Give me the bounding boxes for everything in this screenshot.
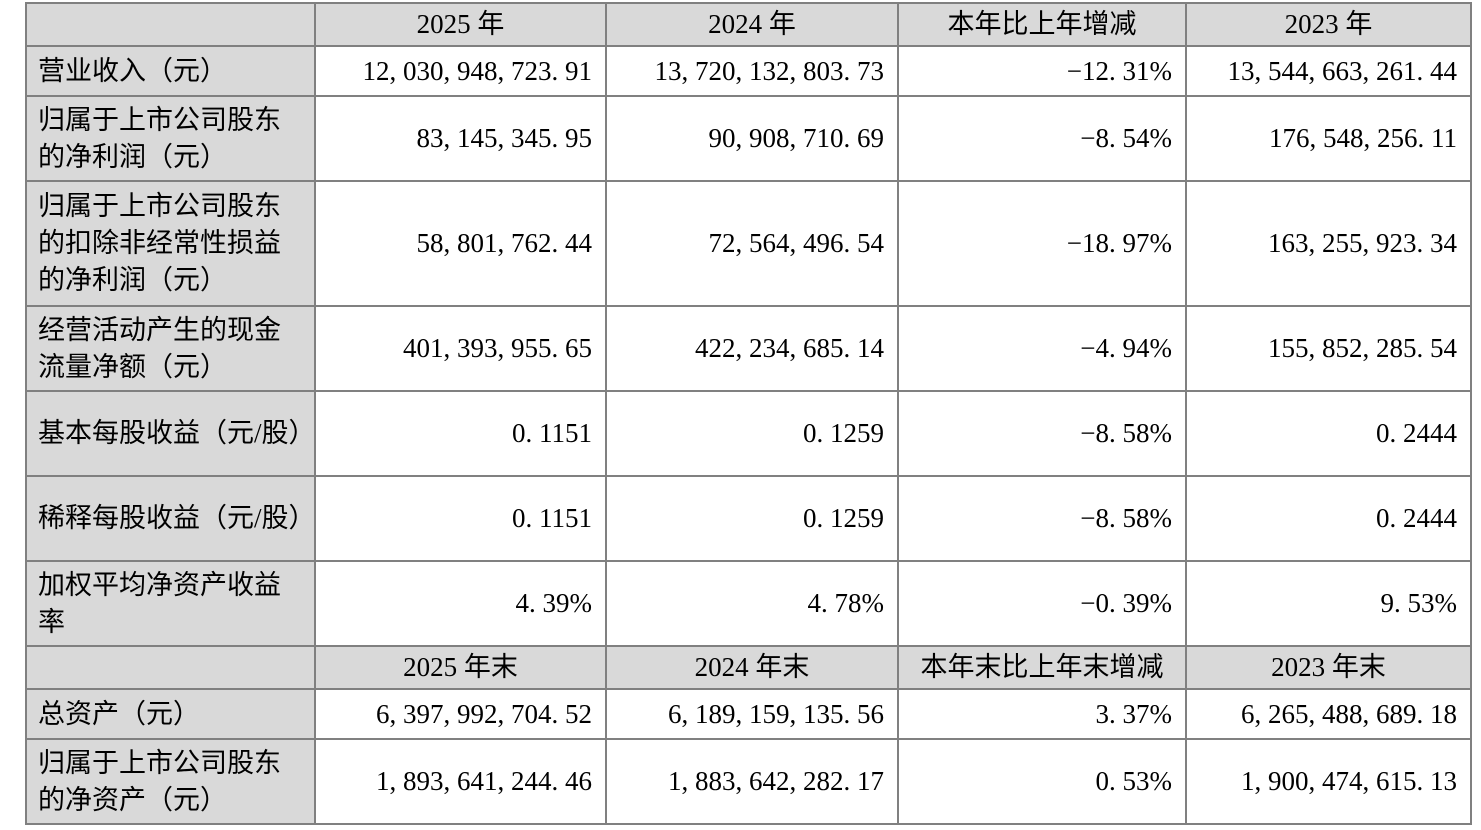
corner-cell bbox=[25, 2, 316, 47]
row-label: 加权平均净资产收益率 bbox=[25, 560, 316, 647]
cell-value: 0. 1259 bbox=[605, 390, 899, 477]
cell-value: 0. 1151 bbox=[314, 390, 607, 477]
cell-value: 12, 030, 948, 723. 91 bbox=[314, 45, 607, 97]
table-row-diluted-eps: 稀释每股收益（元/股） 0. 1151 0. 1259 −8. 58% 0. 2… bbox=[25, 475, 1472, 562]
table-header-row-period-end: 2025 年末 2024 年末 本年末比上年末增减 2023 年末 bbox=[25, 645, 1472, 690]
cell-value: 176, 548, 256. 11 bbox=[1185, 95, 1472, 182]
cell-value: 6, 265, 488, 689. 18 bbox=[1185, 688, 1472, 740]
column-header-2024-end: 2024 年末 bbox=[605, 645, 899, 690]
table-row-total-assets: 总资产（元） 6, 397, 992, 704. 52 6, 189, 159,… bbox=[25, 688, 1472, 740]
cell-value: 6, 189, 159, 135. 56 bbox=[605, 688, 899, 740]
cell-value: 1, 883, 642, 282. 17 bbox=[605, 738, 899, 825]
cell-value: 3. 37% bbox=[897, 688, 1187, 740]
cell-value: 4. 39% bbox=[314, 560, 607, 647]
column-header-2023-end: 2023 年末 bbox=[1185, 645, 1472, 690]
cell-value: 0. 1151 bbox=[314, 475, 607, 562]
cell-value: −0. 39% bbox=[897, 560, 1187, 647]
table-header-row-annual: 2025 年 2024 年 本年比上年增减 2023 年 bbox=[25, 2, 1472, 47]
row-label: 归属于上市公司股东的扣除非经常性损益的净利润（元） bbox=[25, 180, 316, 307]
cell-value: 6, 397, 992, 704. 52 bbox=[314, 688, 607, 740]
cell-value: 0. 2444 bbox=[1185, 475, 1472, 562]
cell-value: 13, 720, 132, 803. 73 bbox=[605, 45, 899, 97]
row-label: 总资产（元） bbox=[25, 688, 316, 740]
table-row-basic-eps: 基本每股收益（元/股） 0. 1151 0. 1259 −8. 58% 0. 2… bbox=[25, 390, 1472, 477]
row-label: 归属于上市公司股东的净利润（元） bbox=[25, 95, 316, 182]
financial-summary-table: 2025 年 2024 年 本年比上年增减 2023 年 营业收入（元） 12,… bbox=[25, 2, 1472, 825]
cell-value: −4. 94% bbox=[897, 305, 1187, 392]
cell-value: 72, 564, 496. 54 bbox=[605, 180, 899, 307]
table-row-net-profit: 归属于上市公司股东的净利润（元） 83, 145, 345. 95 90, 90… bbox=[25, 95, 1472, 182]
cell-value: 163, 255, 923. 34 bbox=[1185, 180, 1472, 307]
column-header-2025: 2025 年 bbox=[314, 2, 607, 47]
column-header-2025-end: 2025 年末 bbox=[314, 645, 607, 690]
table-row-net-assets: 归属于上市公司股东的净资产（元） 1, 893, 641, 244. 46 1,… bbox=[25, 738, 1472, 825]
cell-value: 58, 801, 762. 44 bbox=[314, 180, 607, 307]
column-header-yoy-change: 本年比上年增减 bbox=[897, 2, 1187, 47]
row-label: 营业收入（元） bbox=[25, 45, 316, 97]
cell-value: 4. 78% bbox=[605, 560, 899, 647]
cell-value: −8. 54% bbox=[897, 95, 1187, 182]
row-label: 稀释每股收益（元/股） bbox=[25, 475, 316, 562]
cell-value: 1, 900, 474, 615. 13 bbox=[1185, 738, 1472, 825]
row-label: 基本每股收益（元/股） bbox=[25, 390, 316, 477]
column-header-2024: 2024 年 bbox=[605, 2, 899, 47]
row-label: 经营活动产生的现金流量净额（元） bbox=[25, 305, 316, 392]
cell-value: −8. 58% bbox=[897, 475, 1187, 562]
cell-value: 9. 53% bbox=[1185, 560, 1472, 647]
cell-value: 401, 393, 955. 65 bbox=[314, 305, 607, 392]
cell-value: 13, 544, 663, 261. 44 bbox=[1185, 45, 1472, 97]
cell-value: 422, 234, 685. 14 bbox=[605, 305, 899, 392]
cell-value: −18. 97% bbox=[897, 180, 1187, 307]
cell-value: 155, 852, 285. 54 bbox=[1185, 305, 1472, 392]
table-row-net-profit-excl-nonrecurring: 归属于上市公司股东的扣除非经常性损益的净利润（元） 58, 801, 762. … bbox=[25, 180, 1472, 307]
column-header-2023: 2023 年 bbox=[1185, 2, 1472, 47]
cell-value: 0. 53% bbox=[897, 738, 1187, 825]
cell-value: −8. 58% bbox=[897, 390, 1187, 477]
table-row-weighted-avg-roe: 加权平均净资产收益率 4. 39% 4. 78% −0. 39% 9. 53% bbox=[25, 560, 1472, 647]
column-header-end-change: 本年末比上年末增减 bbox=[897, 645, 1187, 690]
cell-value: 83, 145, 345. 95 bbox=[314, 95, 607, 182]
cell-value: 90, 908, 710. 69 bbox=[605, 95, 899, 182]
row-label: 归属于上市公司股东的净资产（元） bbox=[25, 738, 316, 825]
cell-value: −12. 31% bbox=[897, 45, 1187, 97]
table-row-operating-cash-flow: 经营活动产生的现金流量净额（元） 401, 393, 955. 65 422, … bbox=[25, 305, 1472, 392]
cell-value: 1, 893, 641, 244. 46 bbox=[314, 738, 607, 825]
cell-value: 0. 2444 bbox=[1185, 390, 1472, 477]
table-row-operating-revenue: 营业收入（元） 12, 030, 948, 723. 91 13, 720, 1… bbox=[25, 45, 1472, 97]
corner-cell bbox=[25, 645, 316, 690]
cell-value: 0. 1259 bbox=[605, 475, 899, 562]
